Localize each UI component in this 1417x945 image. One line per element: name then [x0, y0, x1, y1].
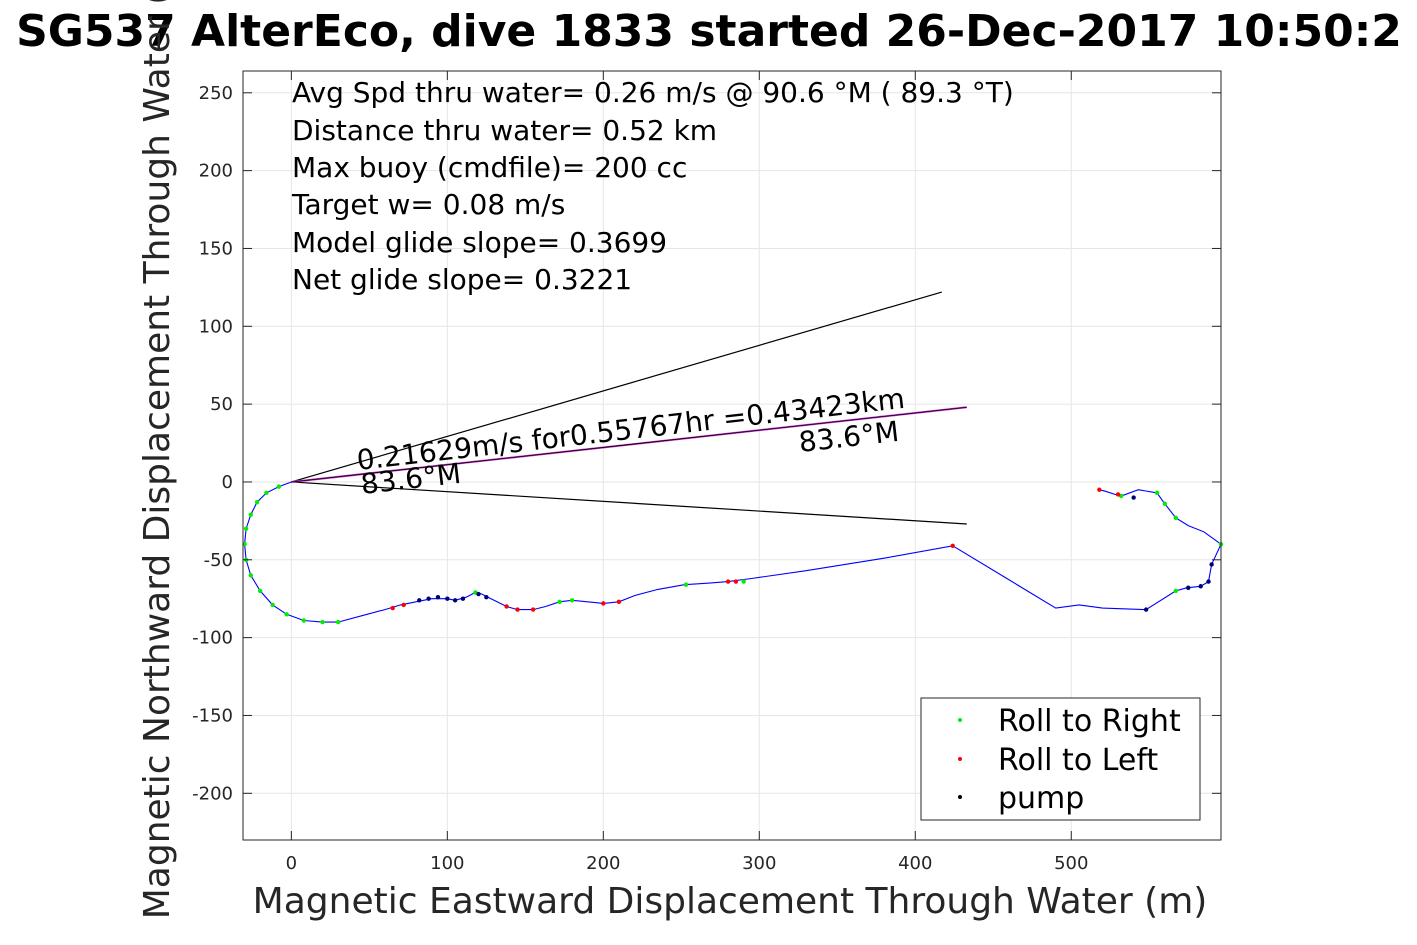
- marker-pump: [460, 596, 466, 601]
- current-vector-centerline: [291, 406, 967, 483]
- annotation-avg-speed: Avg Spd thru water= 0.26 m/s @ 90.6 °M (…: [292, 76, 1014, 109]
- y-tick-label: 200: [199, 161, 233, 182]
- marker-roll-to-right: [557, 599, 562, 605]
- legend-label-roll-right: Roll to Right: [998, 704, 1181, 739]
- legend-marker-roll-left: [958, 757, 962, 761]
- marker-roll-to-right: [683, 582, 689, 587]
- cone-lines: [291, 291, 967, 525]
- marker-pump: [435, 594, 441, 600]
- x-tick-label: 400: [898, 853, 932, 874]
- x-tick-label: 200: [586, 853, 620, 874]
- marker-pump: [1198, 584, 1203, 589]
- y-tick-label: 50: [210, 394, 233, 415]
- marker-roll-to-left: [401, 602, 406, 608]
- current-vector: [291, 406, 967, 483]
- marker-roll-to-right: [254, 500, 260, 505]
- marker-roll-to-right: [301, 618, 307, 623]
- marker-roll-to-left: [950, 543, 955, 548]
- marker-pump: [1131, 495, 1136, 500]
- x-tick-label: 0: [286, 853, 297, 874]
- legend-label-roll-left: Roll to Left: [998, 743, 1158, 778]
- y-axis-label: Magnetic Northward Displacement Through …: [137, 0, 178, 919]
- annotation-net-glide: Net glide slope= 0.3221: [292, 263, 632, 296]
- marker-roll-to-left: [725, 579, 731, 584]
- annotation-max-buoy: Max buoy (cmdfile)= 200 cc: [292, 151, 687, 184]
- chart-title: SG537 AlterEco, dive 1833 started 26-Dec…: [16, 6, 1402, 57]
- y-tick-label: -150: [192, 705, 233, 726]
- marker-pump: [1206, 579, 1211, 584]
- marker-roll-to-right: [264, 490, 269, 496]
- legend-marker-roll-right: [958, 718, 962, 722]
- marker-pump: [452, 598, 458, 603]
- marker-roll-to-right: [1162, 501, 1168, 506]
- y-tick-label: 250: [199, 83, 233, 104]
- legend-marker-pump: [958, 795, 962, 799]
- x-axis-label: Magnetic Eastward Displacement Through W…: [253, 881, 1208, 922]
- marker-pump: [1209, 562, 1214, 567]
- marker-roll-to-left: [504, 604, 509, 609]
- x-tick-label: 300: [742, 853, 776, 874]
- y-tick-label: 150: [199, 238, 233, 259]
- marker-roll-to-right: [248, 573, 253, 578]
- marker-roll-to-left: [733, 579, 739, 584]
- y-tick-label: -50: [204, 550, 233, 571]
- marker-roll-to-right: [320, 619, 325, 625]
- marker-roll-to-right: [257, 588, 263, 594]
- cone-line: [291, 291, 942, 483]
- x-tick-label: 500: [1054, 853, 1088, 874]
- marker-pump: [1143, 607, 1149, 612]
- marker-roll-to-right: [248, 512, 253, 517]
- markers: [242, 484, 1224, 625]
- track-line: [244, 481, 1222, 623]
- marker-roll-to-left: [515, 607, 520, 612]
- legend-box: [920, 697, 1201, 821]
- marker-pump: [1186, 585, 1191, 591]
- marker-roll-to-right: [270, 602, 275, 608]
- marker-roll-to-right: [1173, 588, 1178, 594]
- marker-roll-to-right: [741, 579, 746, 584]
- marker-roll-to-left: [530, 607, 536, 612]
- marker-roll-to-left: [601, 601, 606, 606]
- cone-line: [291, 481, 967, 525]
- track-path: [244, 481, 1222, 623]
- marker-roll-to-right: [243, 526, 249, 531]
- marker-roll-to-right: [335, 619, 341, 625]
- x-tick-label: 100: [430, 853, 464, 874]
- legend: Roll to Right Roll to Left pump: [920, 697, 1201, 821]
- annotation-distance: Distance thru water= 0.52 km: [292, 114, 717, 147]
- y-tick-label: 100: [199, 316, 233, 337]
- annotation-target-w: Target w= 0.08 m/s: [291, 188, 565, 221]
- marker-pump: [476, 591, 481, 597]
- marker-pump: [484, 594, 489, 600]
- marker-roll-to-left: [390, 605, 395, 611]
- plot-border: [242, 70, 1222, 841]
- marker-pump: [417, 598, 422, 603]
- y-tick-label: -100: [192, 628, 233, 649]
- marker-pump: [445, 596, 450, 601]
- marker-roll-to-right: [284, 612, 289, 617]
- marker-roll-to-left: [1097, 487, 1102, 492]
- marker-roll-to-right: [569, 598, 575, 603]
- annotation-block: Avg Spd thru water= 0.26 m/s @ 90.6 °M (…: [291, 76, 1014, 296]
- legend-label-pump: pump: [998, 781, 1084, 816]
- marker-roll-to-left: [1115, 492, 1121, 497]
- y-tick-label: -200: [192, 783, 233, 804]
- marker-pump: [426, 596, 431, 601]
- annotation-model-glide: Model glide slope= 0.3699: [292, 226, 667, 259]
- y-tick-label: 0: [222, 472, 233, 493]
- marker-roll-to-left: [616, 599, 622, 605]
- marker-roll-to-right: [1154, 490, 1160, 496]
- marker-roll-to-right: [276, 484, 282, 489]
- marker-roll-to-right: [1173, 515, 1178, 520]
- ticks: 0 100 200 300 400 500 -200 -150 -100 -50 0 50 100 150…: [192, 71, 1221, 874]
